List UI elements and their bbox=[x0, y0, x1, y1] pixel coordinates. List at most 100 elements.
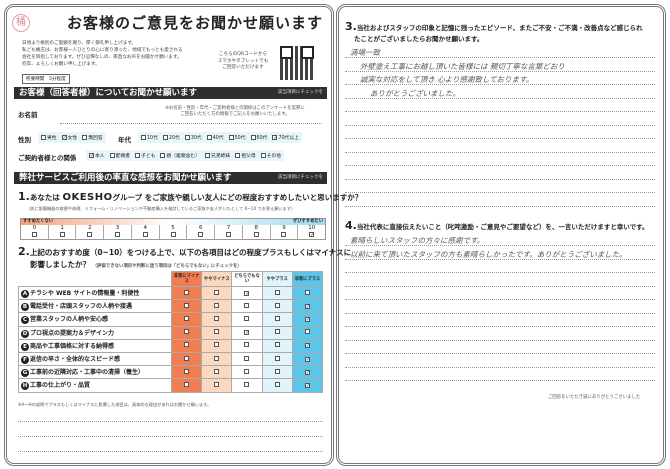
comment-line[interactable] bbox=[18, 421, 323, 422]
checkbox[interactable] bbox=[184, 329, 190, 335]
checkbox[interactable] bbox=[160, 153, 166, 158]
option-relations[interactable]: その他 bbox=[260, 152, 281, 159]
checkbox[interactable] bbox=[184, 342, 190, 348]
checkbox[interactable] bbox=[274, 355, 280, 361]
checkbox[interactable] bbox=[41, 135, 46, 140]
checkbox[interactable] bbox=[184, 381, 190, 387]
checkbox[interactable] bbox=[214, 315, 220, 321]
checkbox[interactable] bbox=[214, 302, 220, 308]
answer-line[interactable] bbox=[345, 366, 655, 368]
checkbox[interactable] bbox=[274, 329, 280, 335]
checkbox[interactable] bbox=[214, 355, 220, 361]
answer-line[interactable] bbox=[345, 299, 655, 300]
checkbox[interactable] bbox=[184, 355, 190, 361]
rating-cell[interactable] bbox=[170, 312, 203, 327]
rating-cell[interactable] bbox=[231, 299, 263, 314]
rating-cell[interactable] bbox=[201, 365, 233, 380]
answer-line[interactable] bbox=[345, 312, 655, 314]
comment-line[interactable] bbox=[18, 451, 323, 452]
checkbox[interactable] bbox=[214, 342, 220, 348]
option-ages[interactable]: 20代 bbox=[162, 134, 180, 141]
scale-option[interactable]: 5 bbox=[160, 225, 188, 239]
rating-cell[interactable] bbox=[201, 312, 233, 327]
rating-cell[interactable] bbox=[201, 285, 233, 301]
rating-cell[interactable]: ✓ bbox=[291, 338, 324, 353]
scale-option[interactable]: 0 bbox=[21, 225, 49, 239]
scale-option[interactable]: 7 bbox=[215, 225, 243, 239]
option-relations[interactable]: 配偶者 bbox=[109, 152, 130, 159]
rating-cell[interactable] bbox=[170, 378, 203, 393]
answer-line[interactable] bbox=[345, 353, 655, 354]
checkbox[interactable]: ✓ bbox=[304, 343, 311, 350]
checkbox[interactable]: ✓ bbox=[244, 330, 250, 337]
scale-option[interactable]: 6 bbox=[187, 225, 216, 239]
scale-option[interactable]: 8 bbox=[243, 225, 271, 239]
checkbox[interactable]: ✓ bbox=[272, 135, 278, 141]
answer-line[interactable] bbox=[345, 178, 655, 180]
checkbox[interactable] bbox=[214, 381, 220, 387]
checkbox[interactable] bbox=[244, 315, 250, 321]
rating-cell[interactable] bbox=[291, 285, 324, 301]
scale-option[interactable]: 10 ✓ bbox=[298, 225, 325, 239]
rating-cell[interactable] bbox=[231, 312, 263, 327]
rating-cell[interactable] bbox=[231, 351, 263, 367]
checkbox[interactable] bbox=[31, 232, 37, 237]
answer-line[interactable] bbox=[345, 138, 655, 139]
checkbox[interactable] bbox=[244, 302, 250, 308]
answer-line[interactable] bbox=[345, 326, 655, 327]
checkbox[interactable]: ✓ bbox=[89, 153, 95, 159]
answer-line[interactable] bbox=[345, 165, 655, 166]
rating-cell[interactable]: ✓ bbox=[291, 365, 324, 380]
rating-cell[interactable] bbox=[201, 299, 233, 314]
checkbox[interactable] bbox=[162, 135, 168, 140]
rating-cell[interactable] bbox=[231, 338, 263, 353]
rating-cell[interactable]: ✓ bbox=[291, 378, 324, 393]
rating-cell[interactable] bbox=[231, 365, 263, 380]
rating-cell[interactable]: ✓ bbox=[231, 285, 263, 301]
checkbox[interactable] bbox=[82, 135, 88, 140]
checkbox[interactable] bbox=[244, 368, 250, 374]
rating-cell[interactable]: ✓ bbox=[291, 312, 324, 327]
answer-line[interactable] bbox=[345, 258, 655, 260]
rating-cell[interactable]: ✓ bbox=[231, 325, 263, 340]
answer-line[interactable] bbox=[345, 84, 655, 85]
checkbox[interactable]: ✓ bbox=[244, 290, 250, 297]
checkbox[interactable] bbox=[214, 289, 220, 295]
rating-cell[interactable] bbox=[261, 365, 293, 380]
rating-cell[interactable] bbox=[170, 338, 203, 353]
answer-line[interactable] bbox=[345, 111, 655, 112]
scale-option[interactable]: 2 bbox=[76, 225, 105, 239]
checkbox[interactable] bbox=[235, 153, 241, 158]
checkbox[interactable] bbox=[184, 368, 190, 374]
checkbox[interactable] bbox=[206, 135, 212, 140]
option-ages[interactable]: 10代 bbox=[141, 134, 158, 141]
rating-cell[interactable]: ✓ bbox=[291, 299, 324, 314]
checkbox[interactable] bbox=[59, 232, 65, 237]
rating-cell[interactable] bbox=[261, 325, 293, 340]
rating-cell[interactable] bbox=[170, 365, 203, 380]
rating-cell[interactable] bbox=[231, 378, 263, 393]
answer-line[interactable] bbox=[345, 97, 655, 99]
checkbox[interactable] bbox=[226, 232, 231, 237]
option-relations[interactable]: 子ども bbox=[135, 152, 155, 159]
checkbox[interactable] bbox=[141, 135, 146, 140]
answer-line[interactable] bbox=[345, 205, 655, 207]
rating-cell[interactable] bbox=[201, 378, 233, 393]
answer-line[interactable] bbox=[345, 192, 655, 193]
scale-option[interactable]: 9 bbox=[271, 225, 299, 239]
checkbox[interactable] bbox=[253, 232, 259, 237]
checkbox[interactable] bbox=[109, 153, 115, 158]
option-relations[interactable]: 兄弟姉妹 bbox=[205, 152, 230, 159]
rating-cell[interactable] bbox=[201, 351, 233, 367]
checkbox[interactable] bbox=[135, 153, 141, 158]
checkbox[interactable] bbox=[274, 342, 280, 348]
rating-cell[interactable] bbox=[201, 338, 233, 353]
option-ages[interactable]: 50代 bbox=[228, 134, 246, 141]
checkbox[interactable] bbox=[184, 302, 190, 308]
option-genders[interactable]: 男性 bbox=[41, 134, 57, 141]
rating-cell[interactable] bbox=[170, 285, 203, 301]
checkbox[interactable] bbox=[198, 232, 204, 237]
answer-line[interactable] bbox=[345, 285, 655, 287]
option-ages[interactable]: 30代 bbox=[184, 134, 202, 141]
answer-line[interactable] bbox=[345, 57, 655, 58]
